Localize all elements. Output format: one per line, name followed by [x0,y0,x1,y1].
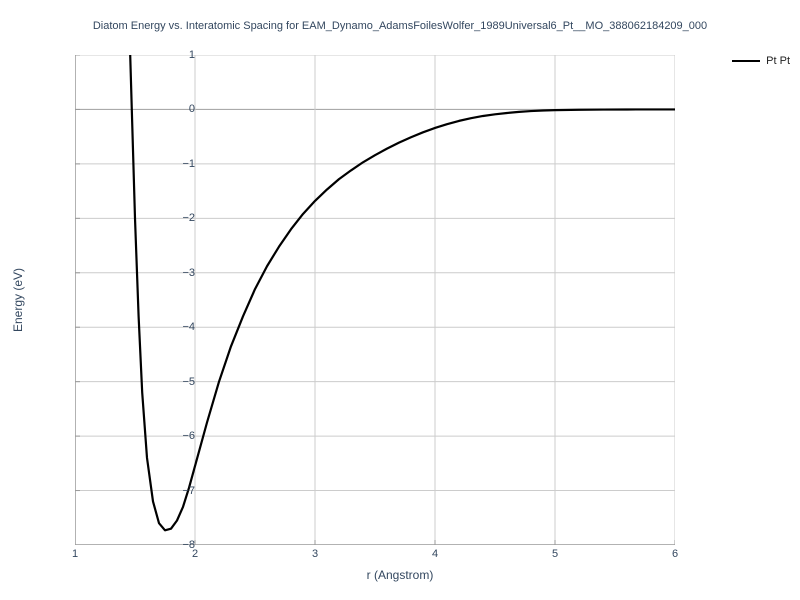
y-tick-label: −4 [182,321,195,333]
chart-legend: Pt Pt [732,55,790,67]
y-tick-label: −6 [182,430,195,442]
y-tick-label: 0 [189,103,195,115]
x-tick-label: 3 [312,548,318,560]
series-line [130,55,675,530]
legend-label: Pt Pt [766,55,790,67]
y-axis-label: Energy (eV) [11,268,25,332]
x-tick-label: 6 [672,548,678,560]
y-tick-label: −1 [182,158,195,170]
x-tick-label: 1 [72,548,78,560]
y-tick-label: −5 [182,376,195,388]
x-tick-label: 2 [192,548,198,560]
y-tick-label: −2 [182,212,195,224]
y-tick-label: 1 [189,49,195,61]
chart-plot-area [75,55,675,545]
y-tick-label: −3 [182,267,195,279]
x-tick-label: 5 [552,548,558,560]
x-tick-label: 4 [432,548,438,560]
y-tick-label: −7 [182,485,195,497]
x-axis-label: r (Angstrom) [0,568,800,582]
chart-title: Diatom Energy vs. Interatomic Spacing fo… [0,20,800,32]
legend-swatch [732,60,760,62]
